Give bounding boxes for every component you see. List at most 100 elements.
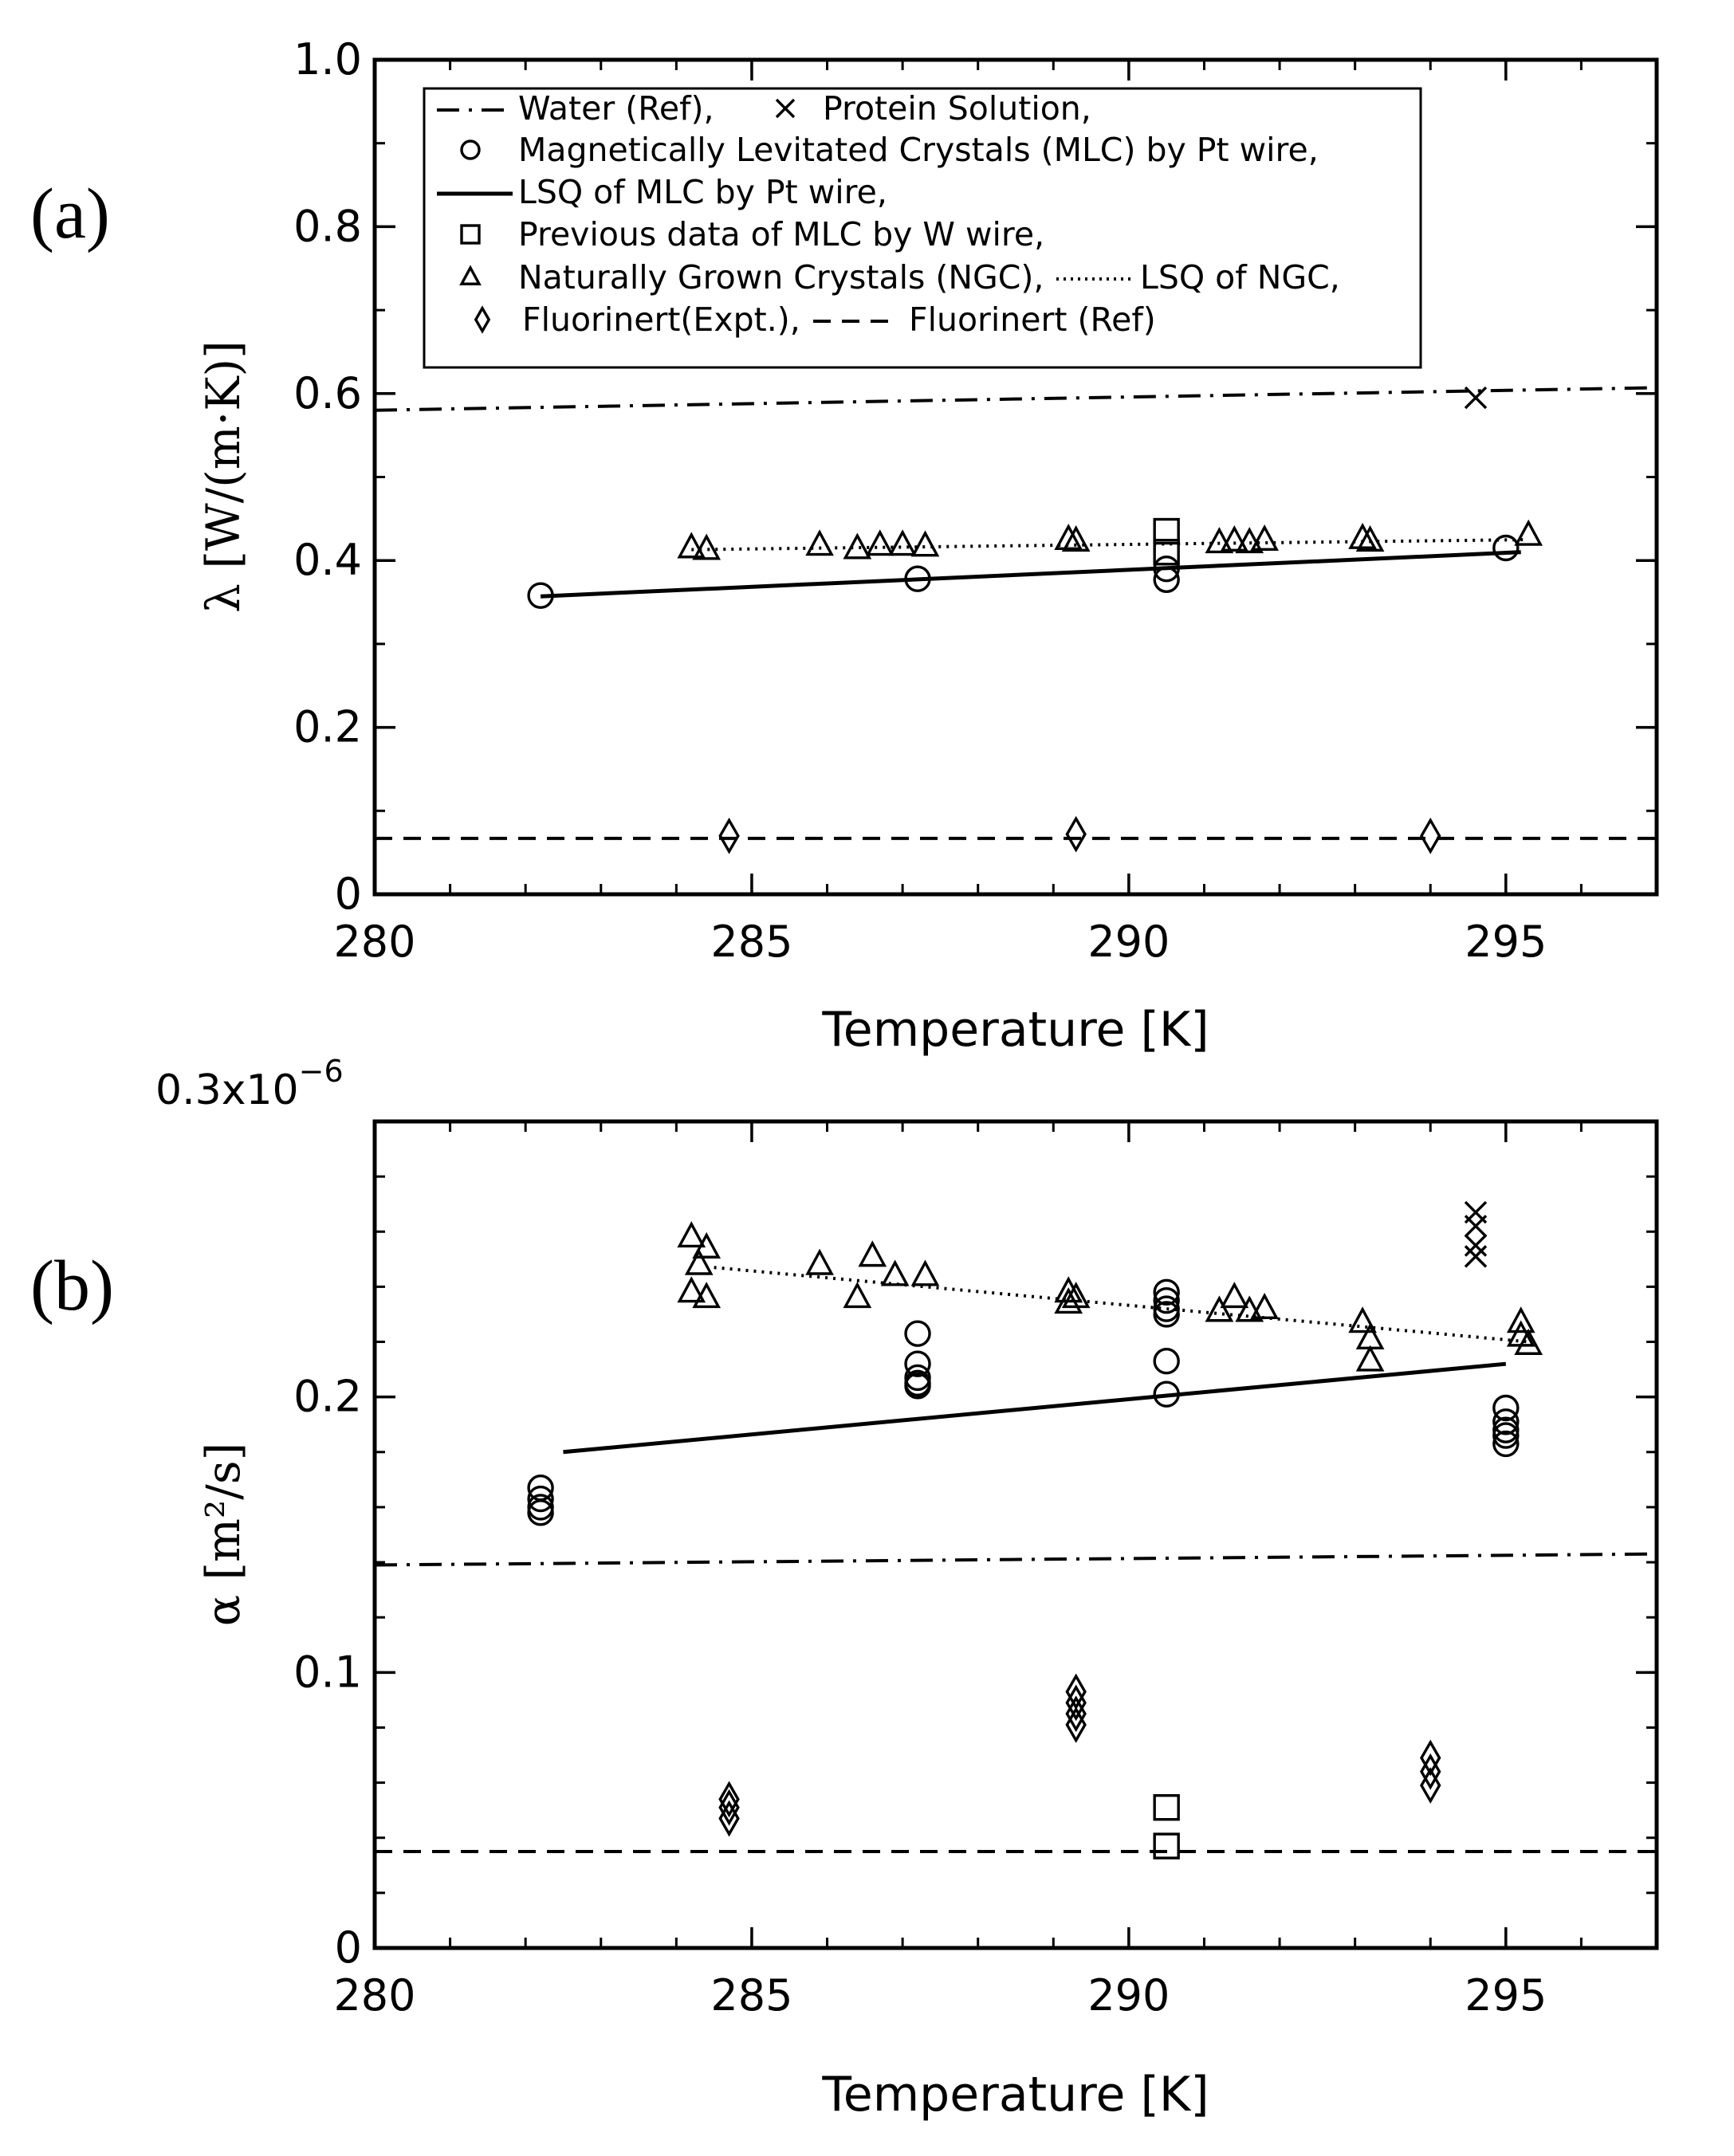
ngc-point [1061,525,1091,552]
ngc-point [1250,524,1279,552]
series-water-ref [374,386,1657,412]
mlc-point [1492,534,1520,562]
legend-label: Magnetically Levitated Crystals (MLC) by… [518,131,1319,169]
panel-a-y-axis-label: λ [W/(m·K)] [196,340,250,613]
ngc-point [805,529,834,556]
ngc-point [692,533,722,560]
mlc-point [904,1320,931,1347]
series-mlc [527,1278,1520,1526]
fluo-expt-point [718,1800,740,1837]
legend-label: Fluorinert (Ref) [909,300,1156,339]
y-tick-label: 0 [335,869,362,919]
legend-box [423,87,1422,369]
legend-entry-ngc: Naturally Grown Crystals (NGC), [459,258,1044,296]
legend-swatch-marker [474,305,491,334]
water-ref-line [374,1552,1657,1567]
ngc-point [1054,523,1083,550]
panel-a-legend: Water (Ref), Protein Solution,Magneticall… [423,87,1422,369]
ngc-point [910,1259,940,1286]
y-tick-label: 0.4 [293,535,362,585]
ngc-point [843,1282,872,1309]
mlc-point [904,565,931,592]
panel-a-x-axis: 280 285 290 295 [333,60,1658,967]
mlc-point [1492,1408,1520,1435]
mlc-point [1153,1301,1180,1328]
x-tick-label: 285 [710,1970,792,2021]
legend-entry-mlc: Magnetically Levitated Crystals (MLC) by… [460,131,1319,169]
fluo-expt-point [1065,1673,1087,1710]
ngc-point [1506,1306,1535,1333]
panel-a-y-axis: 0 0.2 0.4 0.6 0.8 1.0 [293,34,1657,919]
fluo-expt-point [1065,815,1087,853]
x-tick-label: 280 [333,917,415,967]
series-ngc-lsq [714,1266,1529,1344]
ngc-point [1205,527,1234,554]
ngc-point [677,532,706,559]
mlc-point [904,1350,931,1377]
protein-point [1464,1234,1488,1257]
ngc-point [1355,1323,1385,1350]
mlc-point [1153,1278,1180,1306]
fluo-expt-point [718,817,740,854]
legend-entry-water-ref: Water (Ref), [437,89,714,128]
fluo-expt-point [1420,1767,1441,1804]
mlc-point [1153,1286,1180,1314]
legend-entry-mlc-lsq: LSQ of MLC by Pt wire, [437,173,887,211]
legend-label: Previous data of MLC by W wire, [518,215,1044,253]
mlc-point [1153,555,1180,583]
y-tick-label: 0.8 [293,201,362,251]
mlc-point [527,1499,554,1526]
ngc-point [1348,1306,1377,1333]
prev-w-point [1153,517,1180,545]
y-tick-label: 1.0 [293,34,362,84]
series-mlc-lsq [563,1361,1507,1455]
mlc-point [1492,1422,1520,1449]
series-mlc-lsq [540,550,1521,599]
series-fluo-expt [718,815,1441,854]
ngc-point [1220,525,1249,552]
y-tick-label: 0 [335,1922,362,1973]
mlc-point [527,582,554,609]
panel-b-x-axis: 280 285 290 295 [333,1121,1658,2021]
legend-entry-protein: Protein Solution, [775,89,1091,128]
prev-w-point [1153,539,1180,566]
prev-w-point [1153,1794,1180,1821]
fluo-expt-point [1420,1739,1441,1777]
panel-a-series [374,386,1657,854]
ngc-point [880,1259,910,1286]
ngc-point [888,529,917,556]
ngc-point [1235,527,1264,554]
fluo-expt-point [1420,817,1441,854]
legend-entry-fluo-ref: Fluorinert (Ref) [813,300,1156,339]
ngc-lsq-line [714,1266,1529,1344]
fluo-expt-point [1420,1753,1441,1790]
series-fluo-expt [718,1673,1441,1837]
ngc-point [1061,1282,1091,1309]
x-tick-label: 295 [1465,1970,1547,2021]
panel-b-y-exponent-label: 0.3x10−6 [155,1054,344,1114]
x-tick-label: 290 [1087,917,1170,967]
ngc-point [910,530,940,557]
mlc-point [1153,1380,1180,1408]
ngc-point [1054,1287,1083,1314]
mlc-point [1492,1430,1520,1458]
panel-b-x-axis-label: Temperature [K] [821,2067,1209,2123]
mlc-point [1492,1394,1520,1422]
ngc-point [692,1231,722,1259]
x-tick-label: 280 [333,1970,415,2021]
protein-point [1464,1215,1488,1238]
prev-w-point [1153,1832,1180,1860]
y-tick-label: 0.2 [293,702,362,752]
legend-label: Protein Solution, [823,89,1091,128]
series-ngc-lsq [691,538,1529,552]
ngc-point [858,1240,887,1267]
ngc-point [1220,1282,1249,1309]
series-ngc [677,519,1543,560]
fluo-expt-point [1065,1695,1087,1733]
series-prev-w [1153,517,1180,566]
ngc-point [692,1282,722,1309]
protein-point [1464,386,1488,410]
ngc-point [843,532,872,560]
legend-entry-fluo-expt: Fluorinert(Expt.), [474,300,800,339]
